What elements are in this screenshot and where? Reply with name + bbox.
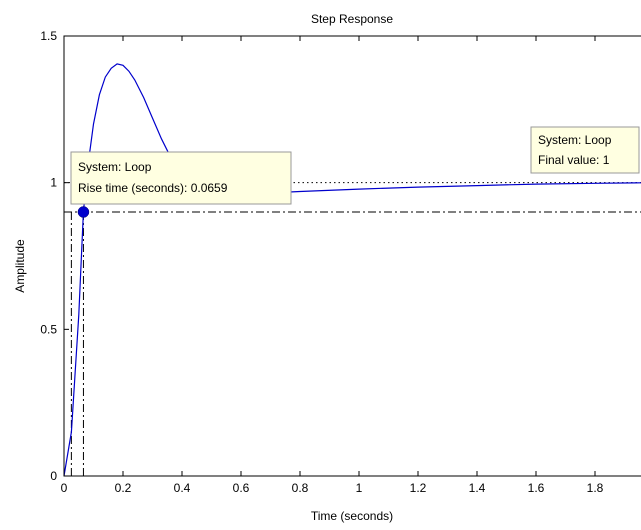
- x-tick-label: 0.6: [233, 481, 250, 495]
- datatip-markers: [77, 206, 90, 218]
- y-tick-label: 1.5: [40, 29, 57, 43]
- datatip-system-label: System: Loop: [538, 133, 612, 147]
- datatip-rise-time[interactable]: System: Loop Rise time (seconds): 0.0659: [70, 151, 292, 205]
- series-group: [63, 63, 641, 477]
- x-tick-label: 0.2: [115, 481, 132, 495]
- x-tick-label: 1.8: [587, 481, 604, 495]
- x-tick-label: 1.4: [469, 481, 486, 495]
- y-tick-label: 1: [50, 176, 57, 190]
- x-axis-label: Time (seconds): [311, 509, 393, 523]
- x-tick-label: 0.4: [174, 481, 191, 495]
- series-line-0: [63, 63, 641, 477]
- axes-frame: [63, 35, 641, 477]
- axis-ticks: 00.20.40.60.811.21.41.61.8200.511.5: [40, 29, 604, 495]
- axes-box: [63, 35, 641, 477]
- y-axis-label: Amplitude: [13, 239, 27, 293]
- x-tick-label: 1.2: [410, 481, 427, 495]
- datatip-system-label: System: Loop: [78, 160, 152, 174]
- y-tick-label: 0: [50, 469, 57, 483]
- plot-area: [64, 36, 641, 476]
- chart-title: Step Response: [311, 12, 393, 26]
- y-tick-label: 0.5: [40, 322, 57, 336]
- datatip-marker-0[interactable]: [77, 206, 90, 218]
- x-tick-label: 0: [61, 481, 68, 495]
- x-tick-label: 1: [356, 481, 363, 495]
- datatip-final-value-label: Final value: 1: [538, 153, 610, 167]
- datatip-box: [530, 126, 640, 174]
- x-tick-label: 1.6: [528, 481, 545, 495]
- datatip-final-value[interactable]: System: Loop Final value: 1: [530, 126, 640, 174]
- x-tick-label: 0.8: [292, 481, 309, 495]
- datatip-box: [70, 151, 292, 205]
- datatip-rise-time-label: Rise time (seconds): 0.0659: [78, 181, 228, 195]
